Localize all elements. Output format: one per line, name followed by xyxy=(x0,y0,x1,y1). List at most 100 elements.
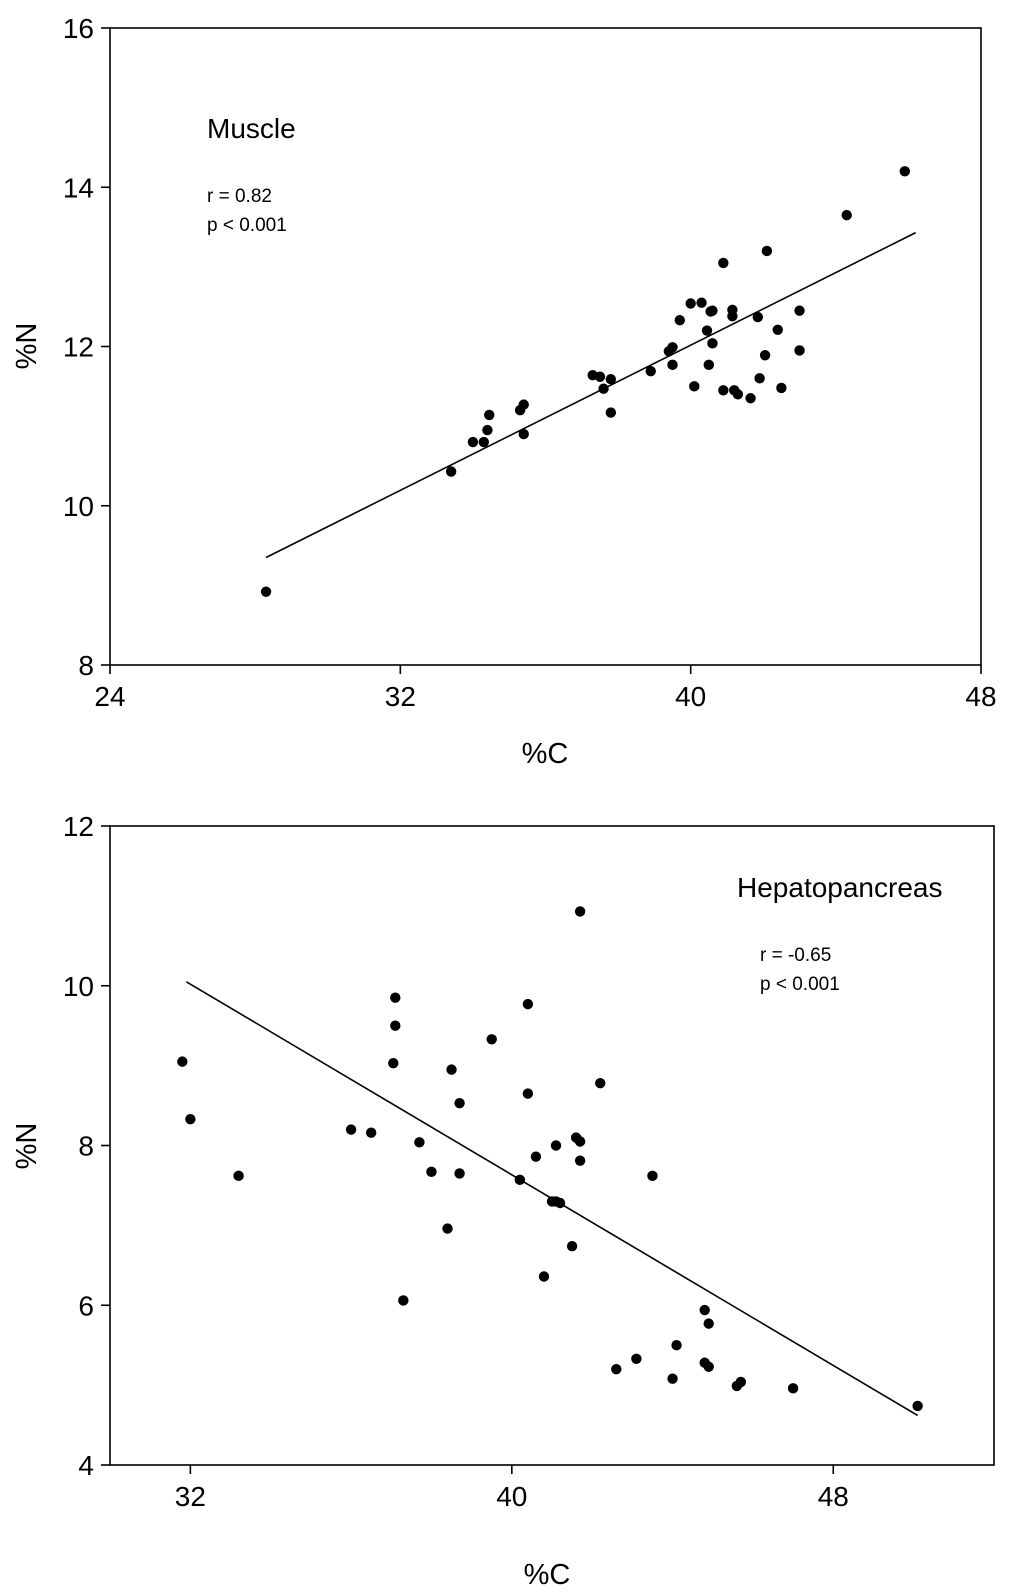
hepatopancreas-data-point xyxy=(390,992,401,1003)
muscle-y-tick-label: 14 xyxy=(63,172,94,203)
hepatopancreas-x-tick-label: 40 xyxy=(496,1481,527,1512)
hepatopancreas-y-tick-label: 8 xyxy=(78,1131,94,1162)
hepatopancreas-data-point xyxy=(530,1151,542,1162)
hepatopancreas-data-point xyxy=(912,1400,923,1412)
hepatopancreas-data-point xyxy=(414,1137,425,1148)
hepatopancreas-data-point xyxy=(486,1034,497,1045)
hepatopancreas-y-tick-label: 10 xyxy=(63,971,94,1002)
hepatopancreas-data-point xyxy=(611,1363,622,1375)
muscle-data-point xyxy=(667,359,678,371)
muscle-y-tick-label: 12 xyxy=(63,332,94,363)
muscle-data-point xyxy=(478,436,490,448)
muscle-data-point xyxy=(645,365,656,377)
muscle-data-point xyxy=(707,338,718,349)
hepatopancreas-data-point xyxy=(631,1353,642,1364)
hepatopancreas-scatter-panel: 32 40 48 4 6 8 10 12 Hepatopancreas r = -0.65 p… xyxy=(11,811,995,1591)
hepatopancreas-data-point xyxy=(390,1020,401,1031)
muscle-data-point xyxy=(761,245,773,257)
muscle-data-point xyxy=(674,315,685,326)
hepatopancreas-x-axis-title: %C xyxy=(524,1559,571,1591)
muscle-data-point xyxy=(899,166,910,177)
muscle-data-point xyxy=(776,382,787,394)
hepatopancreas-data-point xyxy=(345,1124,357,1135)
hepatopancreas-data-point xyxy=(522,1088,534,1099)
hepatopancreas-data-point xyxy=(595,1077,606,1089)
muscle-data-point xyxy=(482,424,493,436)
hepatopancreas-x-tick-label: 32 xyxy=(175,1481,206,1512)
muscle-x-tick-label: 40 xyxy=(675,681,706,712)
hepatopancreas-data-point xyxy=(177,1056,188,1067)
hepatopancreas-panel-label: Hepatopancreas xyxy=(737,872,942,903)
muscle-data-point xyxy=(727,311,738,322)
hepatopancreas-y-tick-label: 4 xyxy=(78,1450,94,1481)
muscle-data-point xyxy=(605,373,617,385)
muscle-data-point xyxy=(703,359,715,371)
hepatopancreas-data-point xyxy=(787,1383,799,1394)
muscle-data-point xyxy=(689,381,700,392)
hepatopancreas-axis-ticks: 32 40 48 4 6 8 10 12 xyxy=(63,811,849,1512)
muscle-data-point xyxy=(754,373,765,384)
hepatopancreas-y-tick-label: 6 xyxy=(78,1290,94,1321)
hepatopancreas-data-point xyxy=(574,1136,586,1147)
muscle-data-point xyxy=(794,345,805,356)
muscle-y-tick-label: 10 xyxy=(63,491,94,522)
hepatopancreas-data-point xyxy=(574,1155,586,1166)
hepatopancreas-data-point xyxy=(446,1064,457,1075)
muscle-data-point xyxy=(605,407,617,418)
muscle-axis-ticks: 24 32 40 48 8 10 12 14 16 xyxy=(63,13,997,712)
muscle-data-point xyxy=(752,311,764,323)
muscle-regression-line xyxy=(265,231,917,559)
hepatopancreas-correlation-r: r = -0.65 xyxy=(760,945,831,966)
muscle-data-point xyxy=(667,342,678,353)
hepatopancreas-data-point xyxy=(647,1170,658,1182)
muscle-data-point xyxy=(701,325,713,336)
hepatopancreas-y-tick-label: 12 xyxy=(63,811,94,842)
hepatopancreas-data-point xyxy=(667,1373,678,1384)
muscle-data-point xyxy=(594,371,606,382)
muscle-data-point xyxy=(705,306,716,317)
muscle-data-point xyxy=(467,436,479,448)
muscle-data-point xyxy=(794,305,805,316)
hepatopancreas-data-point xyxy=(574,906,586,917)
hepatopancreas-data-point xyxy=(426,1166,437,1178)
hepatopancreas-data-point xyxy=(398,1295,409,1306)
hepatopancreas-p-value: p < 0.001 xyxy=(760,974,840,995)
muscle-data-point xyxy=(260,586,272,597)
muscle-data-point xyxy=(518,399,529,410)
hepatopancreas-data-point xyxy=(454,1097,465,1109)
hepatopancreas-data-point xyxy=(735,1376,747,1388)
hepatopancreas-data-point xyxy=(554,1197,566,1209)
hepatopancreas-data-point xyxy=(365,1127,377,1138)
hepatopancreas-data-point xyxy=(514,1174,526,1186)
muscle-panel-label: Muscle xyxy=(207,113,296,144)
muscle-data-point xyxy=(759,350,771,361)
hepatopancreas-data-point xyxy=(233,1170,244,1182)
muscle-data-point xyxy=(445,466,457,477)
muscle-data-point xyxy=(718,257,729,269)
hepatopancreas-data-point xyxy=(550,1140,562,1151)
muscle-data-point xyxy=(732,389,744,400)
muscle-data-point xyxy=(745,393,756,404)
hepatopancreas-data-point xyxy=(442,1223,453,1234)
muscle-x-tick-label: 24 xyxy=(94,681,125,712)
muscle-data-point xyxy=(685,298,696,309)
muscle-x-tick-label: 48 xyxy=(965,681,996,712)
hepatopancreas-x-tick-label: 48 xyxy=(818,1481,849,1512)
hepatopancreas-data-point xyxy=(566,1240,578,1252)
hepatopancreas-data-point xyxy=(703,1318,714,1329)
muscle-x-tick-label: 32 xyxy=(385,681,416,712)
muscle-y-axis-title: %N xyxy=(11,323,43,370)
muscle-data-point xyxy=(696,297,707,308)
muscle-data-point xyxy=(518,428,529,440)
muscle-x-axis-title: %C xyxy=(522,738,569,770)
hepatopancreas-data-point xyxy=(388,1058,399,1069)
hepatopancreas-y-axis-title: %N xyxy=(11,1123,43,1170)
muscle-data-points xyxy=(260,166,910,597)
muscle-data-point xyxy=(841,209,852,221)
hepatopancreas-data-point xyxy=(185,1113,196,1125)
muscle-data-point xyxy=(598,383,609,394)
muscle-y-tick-label: 16 xyxy=(63,13,94,44)
muscle-data-point xyxy=(718,385,729,396)
hepatopancreas-data-point xyxy=(538,1271,550,1282)
